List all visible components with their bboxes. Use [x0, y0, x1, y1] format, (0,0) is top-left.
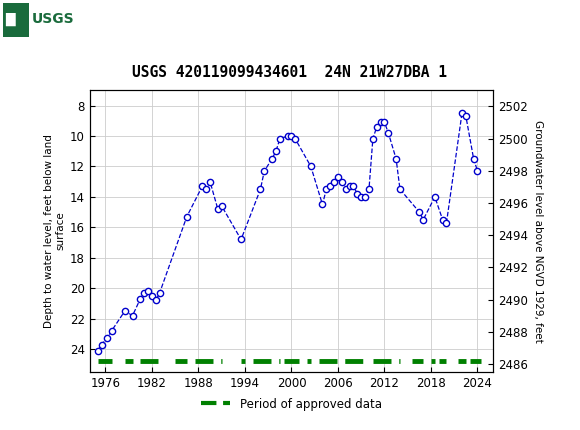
Y-axis label: Depth to water level, feet below land
surface: Depth to water level, feet below land su…: [44, 134, 66, 328]
Bar: [3, 3, 29, 37]
Text: USGS: USGS: [32, 12, 74, 26]
Bar: [3, 3, 70, 37]
Text: █: █: [5, 12, 14, 26]
Y-axis label: Groundwater level above NGVD 1929, feet: Groundwater level above NGVD 1929, feet: [534, 120, 543, 343]
Text: USGS 420119099434601  24N 21W27DBA 1: USGS 420119099434601 24N 21W27DBA 1: [132, 64, 448, 80]
Legend: Period of approved data: Period of approved data: [196, 393, 387, 415]
